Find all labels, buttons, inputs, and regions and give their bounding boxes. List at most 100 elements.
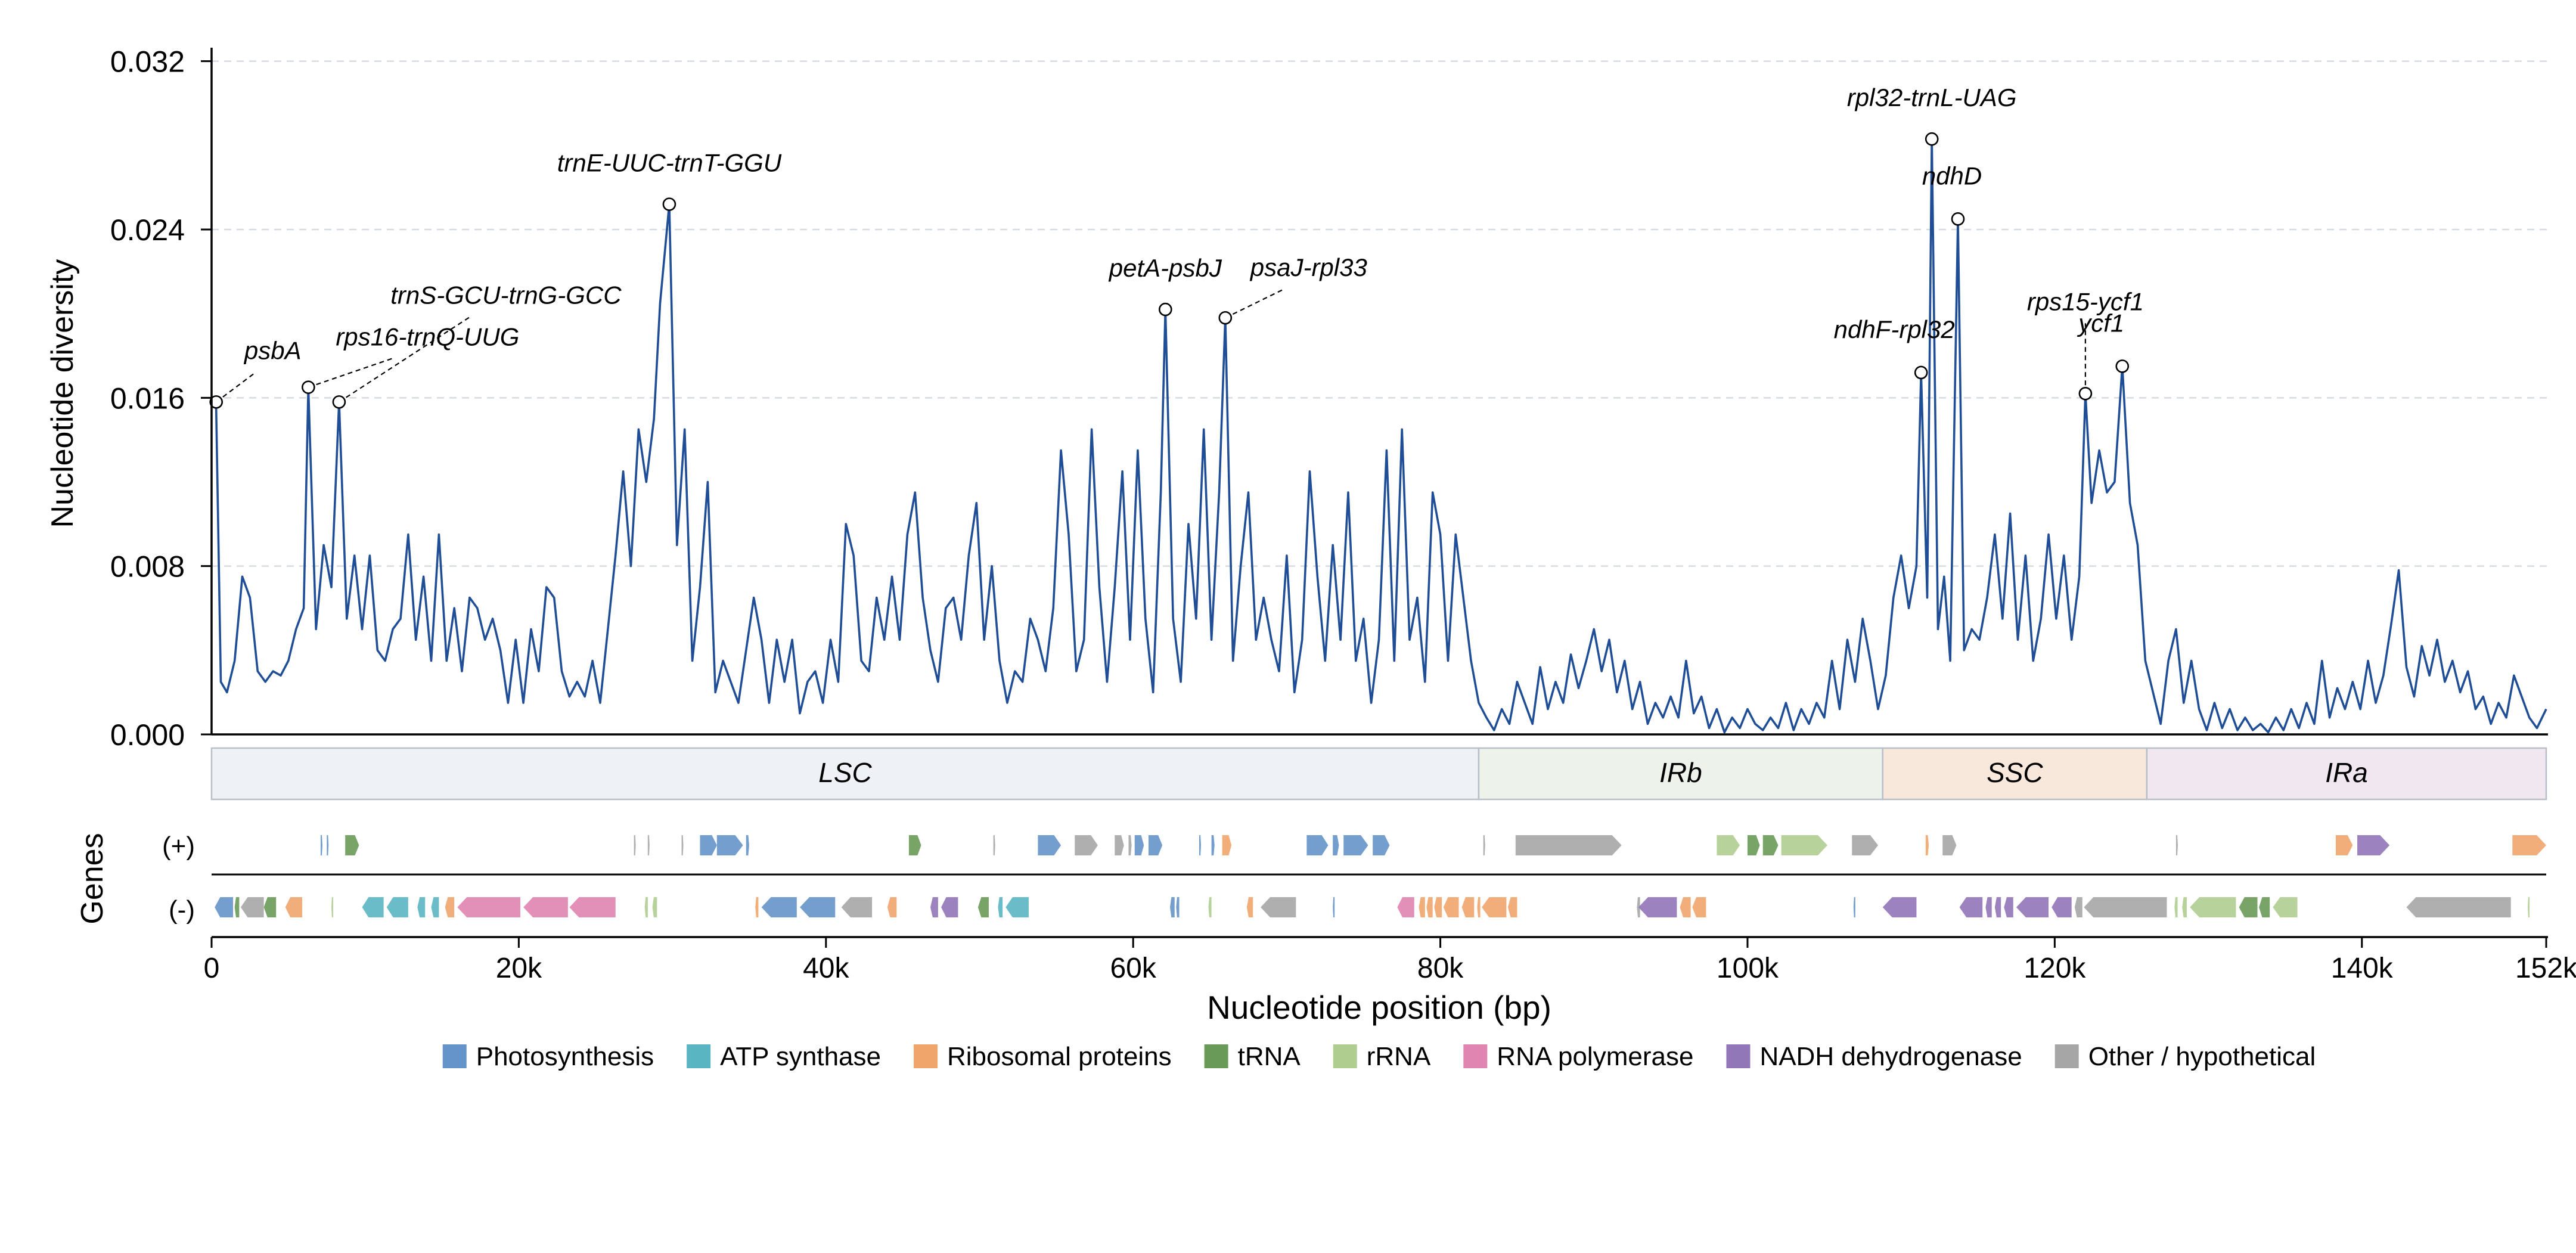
gene-other-hypothetical <box>647 835 650 855</box>
gene-ribosomal-proteins <box>1680 897 1691 917</box>
gene-other-hypothetical <box>1075 835 1098 855</box>
annotation-leader-line <box>308 358 392 388</box>
y-tick-label: 0.008 <box>110 550 185 584</box>
y-axis-label: Nucleotide diversity <box>45 259 80 528</box>
gene-tracks: (+) (-) <box>162 832 2546 925</box>
gene-other-hypothetical <box>1515 835 1622 855</box>
peak-marker <box>332 395 346 409</box>
gene-ribosomal-proteins <box>1246 897 1253 917</box>
gene-other-hypothetical <box>2175 835 2178 855</box>
x-tick-label: 40k <box>803 953 849 984</box>
gene-ribosomal-proteins <box>1434 897 1442 917</box>
x-axis-label: Nucleotide position (bp) <box>1207 989 1551 1026</box>
y-axis-ticks: 0.000 0.008 0.016 0.024 0.032 <box>110 45 212 752</box>
gene-trna <box>345 835 359 855</box>
gene-other-hypothetical <box>993 835 995 855</box>
gene-nadh-dehydrogenase <box>1959 897 1983 917</box>
legend-label: Photosynthesis <box>476 1042 654 1071</box>
gene-photosynthesis <box>1853 897 1855 917</box>
x-tick-label: 0 <box>204 953 220 984</box>
annotation-leader-line <box>339 316 471 403</box>
series-layer <box>212 138 2547 734</box>
gene-other-hypothetical <box>1128 835 1132 855</box>
gene-photosynthesis <box>700 835 717 855</box>
gene-photosynthesis <box>761 897 797 917</box>
region-label: IRb <box>1659 757 1702 788</box>
gene-photosynthesis <box>1148 835 1163 855</box>
gene-photosynthesis <box>1176 897 1180 917</box>
x-tick-label: 100k <box>1717 953 1779 984</box>
gene-atp-synthase <box>386 897 408 917</box>
gene-ribosomal-proteins <box>2512 835 2546 855</box>
gene-other-hypothetical <box>1261 897 1296 917</box>
gene-nadh-dehydrogenase <box>941 897 958 917</box>
gene-rna-polymerase <box>457 897 520 917</box>
strand-label-plus: (+) <box>162 832 195 861</box>
gene-other-hypothetical <box>2084 897 2167 917</box>
region-label: LSC <box>818 757 872 788</box>
gene-rrna <box>2190 897 2236 917</box>
gene-ribosomal-proteins <box>1419 897 1425 917</box>
gene-nadh-dehydrogenase <box>930 897 938 917</box>
gene-nadh-dehydrogenase <box>1882 897 1917 917</box>
gene-ribosomal-proteins <box>887 897 897 917</box>
gene-photosynthesis <box>1211 835 1215 855</box>
gene-ribosomal-proteins <box>1482 897 1507 917</box>
peak-marker <box>1218 311 1233 325</box>
gene-nadh-dehydrogenase <box>1994 897 2001 917</box>
gene-nadh-dehydrogenase <box>2004 897 2013 917</box>
gene-rna-polymerase <box>523 897 568 917</box>
peak-marker <box>662 197 676 211</box>
gene-nadh-dehydrogenase <box>1985 897 1992 917</box>
gene-photosynthesis <box>215 897 234 917</box>
peak-label-trne-uuc-trnt-ggu: trnE-UUC-trnT-GGU <box>557 149 782 177</box>
gene-photosynthesis <box>1038 835 1062 855</box>
gene-atp-synthase <box>998 897 1003 917</box>
gene-ribosomal-proteins <box>1692 897 1706 917</box>
peak-marker <box>1914 365 1928 380</box>
gene-rna-polymerase <box>569 897 616 917</box>
region-bar: LSC IRb SSC IRa <box>210 747 2547 801</box>
x-tick-label: 80k <box>1417 953 1464 984</box>
gene-photosynthesis <box>1373 835 1390 855</box>
gene-photosynthesis <box>327 835 329 855</box>
peak-label-psba: psbA <box>243 336 302 364</box>
legend-swatch-other-hypothetical <box>2054 1044 2079 1068</box>
gene-ribosomal-proteins <box>1426 897 1433 917</box>
peak-label-rps15-ycf1: rps15-ycf1 <box>2027 287 2144 315</box>
gene-rrna <box>331 897 334 917</box>
gene-other-hypothetical <box>841 897 873 917</box>
legend-label: NADH dehydrogenase <box>1759 1042 2022 1071</box>
peak-label-trns-gcu-trng-gcc: trnS-GCU-trnG-GCC <box>390 281 622 309</box>
x-tick-label: 120k <box>2023 953 2086 984</box>
gene-nadh-dehydrogenase <box>2052 897 2072 917</box>
gene-nadh-dehydrogenase <box>2357 835 2390 855</box>
gene-other-hypothetical <box>240 897 264 917</box>
gene-other-hypothetical <box>681 835 684 855</box>
axes <box>210 48 2548 938</box>
peak-marker <box>302 380 315 394</box>
legend-label: RNA polymerase <box>1497 1042 1693 1071</box>
peak-marker <box>1159 302 1172 317</box>
gene-ribosomal-proteins <box>445 897 455 917</box>
gene-trna <box>2239 897 2258 917</box>
legend: Photosynthesis ATP synthase Ribosomal prot… <box>442 1042 2316 1071</box>
gene-rrna <box>1208 897 1212 917</box>
gene-photosynthesis <box>1170 897 1175 917</box>
gene-photosynthesis <box>1306 835 1329 855</box>
legend-label: rRNA <box>1367 1042 1431 1071</box>
legend-swatch-trna <box>1204 1044 1228 1068</box>
gene-other-hypothetical <box>1852 835 1879 855</box>
gene-rna-polymerase <box>1397 897 1414 917</box>
gene-other-hypothetical <box>2074 897 2082 917</box>
gene-photosynthesis <box>1333 897 1335 917</box>
legend-swatch-rna-polymerase <box>1463 1044 1488 1068</box>
peak-label-peta-psbj: petA-psbJ <box>1108 254 1222 282</box>
gene-other-hypothetical <box>2406 897 2511 917</box>
x-tick-label: 152k <box>2515 953 2576 984</box>
gene-rrna <box>2528 897 2530 917</box>
gene-trna <box>2259 897 2270 917</box>
diversity-series-line <box>212 138 2547 734</box>
gene-trna <box>263 897 277 917</box>
legend-swatch-ribosomal-proteins <box>913 1044 938 1068</box>
